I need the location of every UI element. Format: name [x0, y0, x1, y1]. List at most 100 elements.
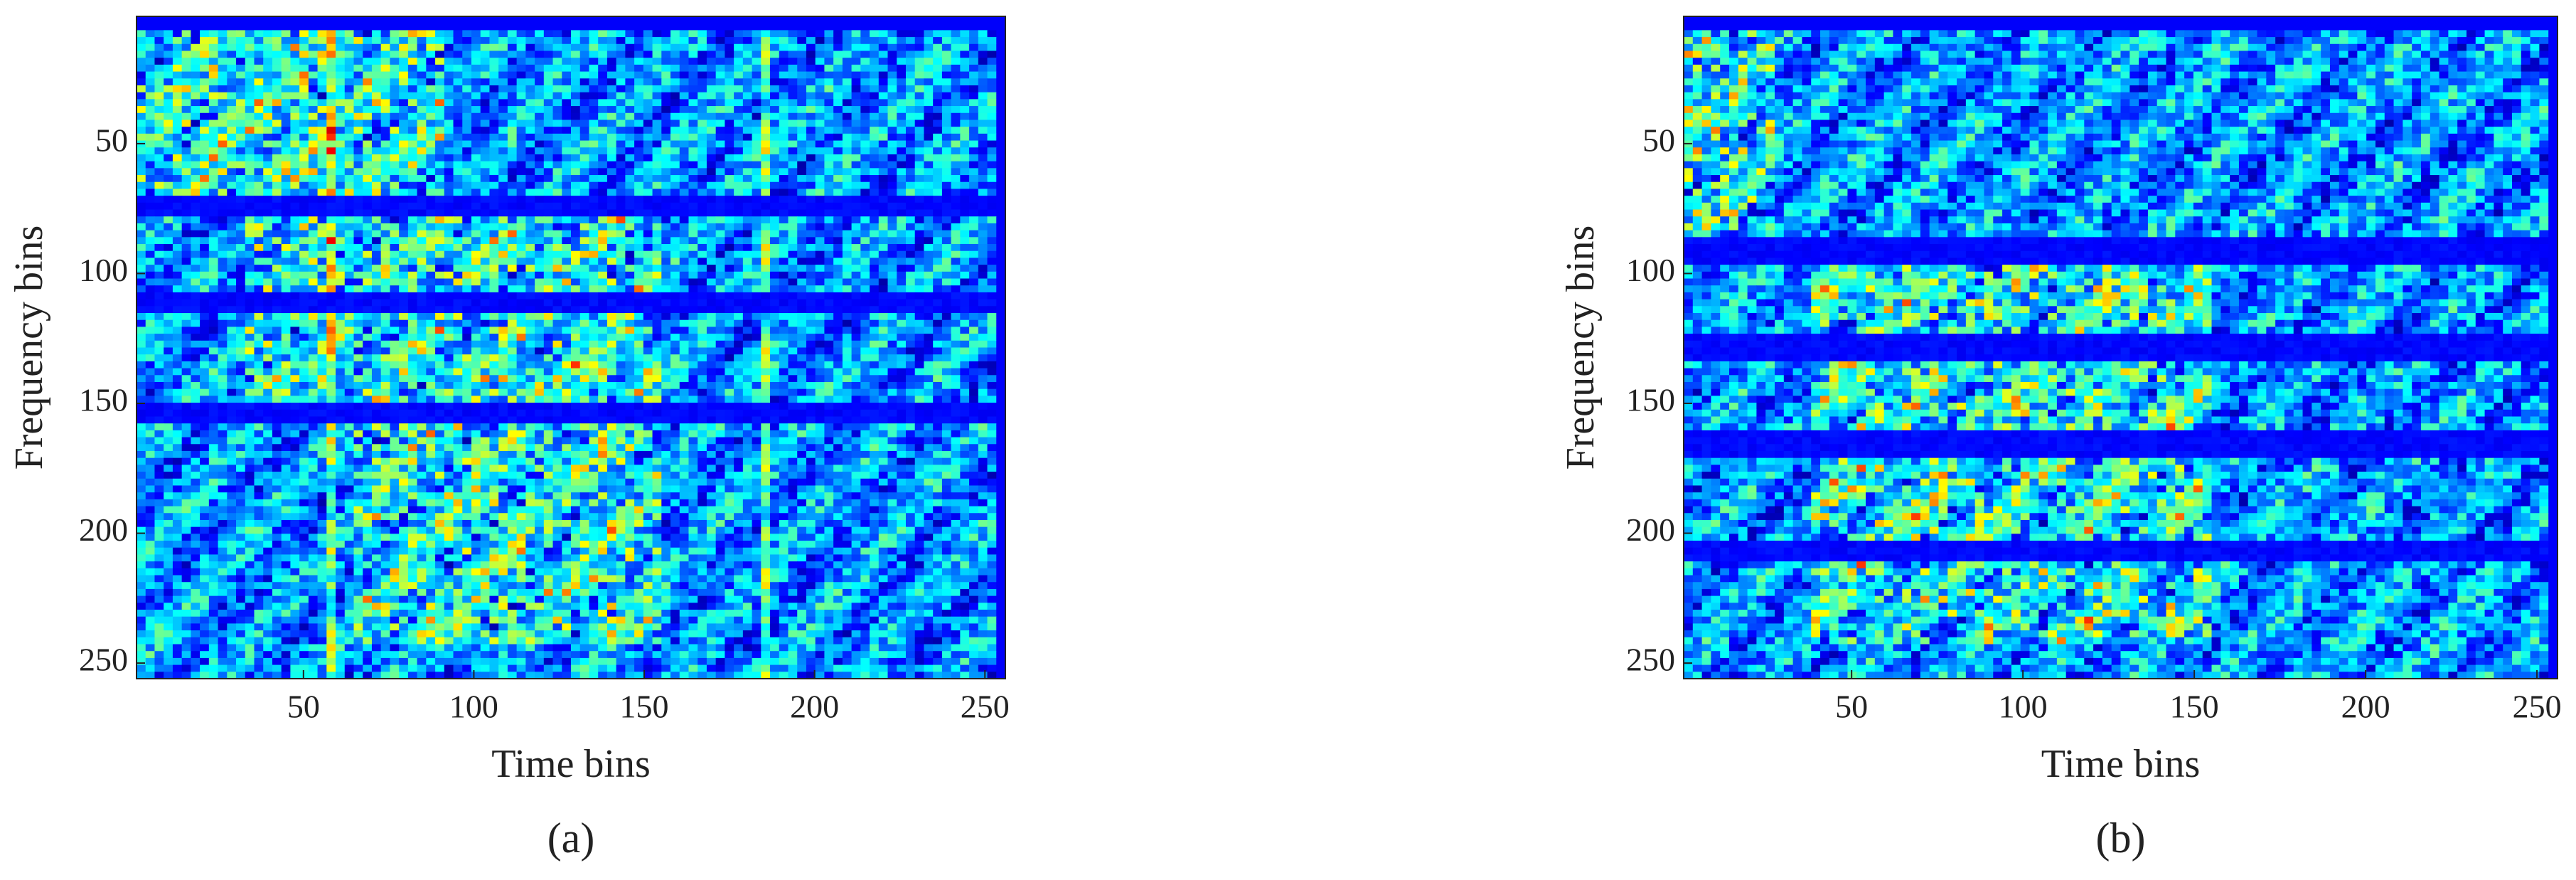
heatmap-cell [607, 306, 616, 313]
heatmap-cell [444, 182, 454, 189]
heatmap-cell [381, 334, 390, 341]
heatmap-cell [309, 196, 318, 203]
heatmap-cell [471, 23, 481, 31]
heatmap-cell [272, 320, 282, 327]
heatmap-cell [571, 44, 580, 51]
heatmap-cell [254, 334, 263, 341]
heatmap-cell [517, 30, 526, 37]
heatmap-cell [915, 78, 924, 85]
heatmap-cell [625, 306, 634, 313]
heatmap-cell [154, 51, 164, 58]
heatmap-cell [915, 354, 924, 361]
heatmap-cell [680, 196, 689, 203]
heatmap-cell [860, 265, 870, 272]
heatmap-cell [471, 141, 481, 148]
heatmap-cell [843, 182, 852, 189]
heatmap-cell [164, 147, 173, 154]
heatmap-cell [444, 223, 454, 230]
heatmap-cell [381, 147, 390, 154]
heatmap-cell [218, 92, 228, 100]
heatmap-cell [182, 216, 191, 223]
heatmap-cell [897, 320, 906, 327]
heatmap-cell [245, 147, 255, 154]
heatmap-cell [580, 306, 589, 313]
heatmap-cell [336, 216, 345, 223]
heatmap-cell [707, 334, 716, 341]
heatmap-cell [688, 78, 698, 85]
heatmap-cell [435, 292, 444, 299]
heatmap-cell [481, 354, 490, 361]
heatmap-cell [779, 285, 789, 292]
heatmap-cell [200, 37, 209, 44]
heatmap-cell [173, 147, 182, 154]
heatmap-cell [535, 320, 544, 327]
heatmap-cell [462, 313, 471, 320]
heatmap-cell [824, 203, 833, 210]
heatmap-cell [680, 361, 689, 369]
heatmap-cell [282, 369, 291, 376]
heatmap-cell [789, 237, 798, 244]
panel: 50 100 150 200 25050100150200250Time binsFre… [7, 16, 1010, 862]
heatmap-cell [263, 51, 272, 58]
heatmap-cell [290, 216, 299, 223]
heatmap-cell [616, 244, 626, 251]
heatmap-cell [580, 327, 589, 334]
heatmap-cell [282, 354, 291, 361]
heatmap-cell [517, 72, 526, 79]
heatmap-cell [789, 334, 798, 341]
heatmap-cell [806, 23, 816, 31]
heatmap-cell [381, 251, 390, 258]
heatmap-cell [960, 189, 969, 196]
heatmap-cell [915, 258, 924, 265]
heatmap-cell [544, 251, 553, 258]
heatmap-cell [525, 196, 535, 203]
heatmap-cell [888, 223, 897, 230]
heatmap-cell [906, 223, 915, 230]
heatmap-cell [381, 313, 390, 320]
heatmap-cell [634, 65, 643, 72]
heatmap-cell [761, 251, 770, 258]
heatmap-cell [779, 354, 789, 361]
heatmap-cell [562, 313, 571, 320]
heatmap-cell [625, 244, 634, 251]
heatmap-cell [942, 23, 951, 31]
heatmap-cell [137, 299, 146, 307]
heatmap-cell [154, 44, 164, 51]
heatmap-cell [471, 279, 481, 286]
heatmap-cell [897, 285, 906, 292]
heatmap-cell [299, 361, 309, 369]
heatmap-cell [688, 154, 698, 161]
heatmap-cell [797, 210, 806, 217]
heatmap-cell [888, 72, 897, 79]
heatmap-cell [761, 113, 770, 120]
heatmap-cell [852, 99, 861, 106]
heatmap-cell [381, 154, 390, 161]
heatmap-cell [481, 65, 490, 72]
heatmap-cell [236, 196, 245, 203]
heatmap-cell [879, 292, 888, 299]
heatmap-cell [146, 216, 155, 223]
heatmap-cell [797, 354, 806, 361]
heatmap-cell [200, 127, 209, 134]
heatmap-cell [634, 292, 643, 299]
heatmap-cell [553, 65, 562, 72]
heatmap-cell [154, 230, 164, 238]
heatmap-cell [625, 216, 634, 223]
heatmap-cell [544, 78, 553, 85]
heatmap-cell [580, 189, 589, 196]
heatmap-cell [743, 92, 752, 100]
heatmap-cell [227, 127, 236, 134]
heatmap-cell [643, 320, 653, 327]
heatmap-cell [562, 16, 571, 23]
heatmap-cell [879, 113, 888, 120]
heatmap-cell [707, 369, 716, 376]
heatmap-cell [988, 369, 997, 376]
heatmap-cell [535, 99, 544, 106]
heatmap-cell [707, 106, 716, 113]
heatmap-cell [688, 175, 698, 182]
heatmap-cell [716, 306, 725, 313]
heatmap-cell [616, 23, 626, 31]
heatmap-cell [525, 361, 535, 369]
heatmap-cell [680, 182, 689, 189]
heatmap-cell [680, 210, 689, 217]
